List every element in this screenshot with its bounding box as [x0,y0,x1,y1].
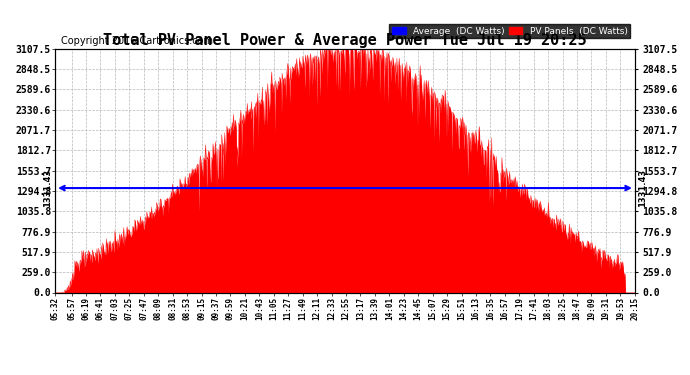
Title: Total PV Panel Power & Average Power Tue Jul 19 20:25: Total PV Panel Power & Average Power Tue… [104,33,586,48]
Text: 1331.43: 1331.43 [43,169,52,207]
Text: 1331.43: 1331.43 [638,169,647,207]
Text: Copyright 2016 Cartronics.com: Copyright 2016 Cartronics.com [61,36,213,46]
Legend: Average  (DC Watts), PV Panels  (DC Watts): Average (DC Watts), PV Panels (DC Watts) [389,24,630,38]
